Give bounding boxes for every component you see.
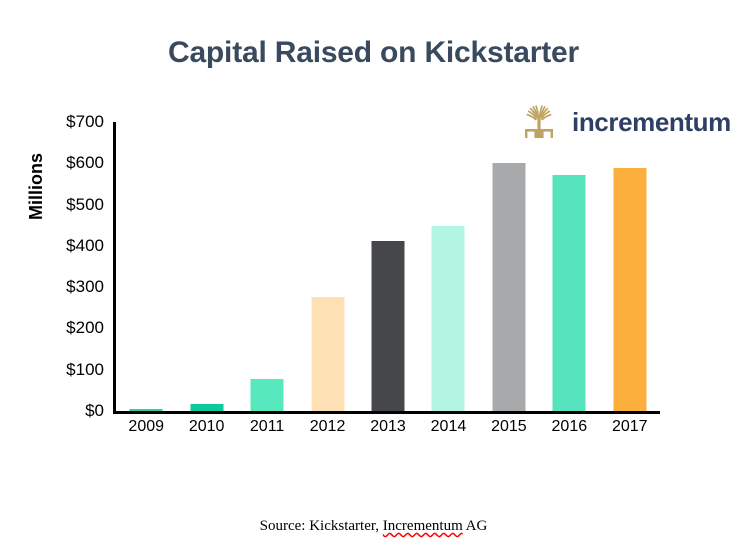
source-suffix: AG bbox=[462, 518, 488, 534]
bar-2016[interactable] bbox=[552, 174, 586, 411]
source-note: Source: Kickstarter, Incrementum AG bbox=[0, 518, 747, 535]
bar-slot-2009 bbox=[116, 122, 176, 411]
x-axis-tick-2017: 2017 bbox=[611, 418, 648, 435]
source-prefix: Source: Kickstarter, bbox=[259, 518, 383, 534]
bar-2015[interactable] bbox=[492, 163, 526, 411]
y-axis-title-label: Millions bbox=[25, 153, 46, 220]
bar-2014[interactable] bbox=[431, 226, 465, 411]
incrementum-logo: incrementum bbox=[517, 100, 731, 144]
logo-wordmark: incrementum bbox=[572, 107, 731, 137]
y-axis-tick-700: $700 bbox=[66, 112, 104, 131]
bar-slot-2015 bbox=[479, 122, 539, 411]
y-axis-tick-600: $600 bbox=[66, 153, 104, 173]
bar-2013[interactable] bbox=[371, 240, 405, 411]
x-axis-tick-2010: 2010 bbox=[188, 418, 225, 435]
bar-2011[interactable] bbox=[250, 379, 284, 411]
bar-2017[interactable] bbox=[613, 168, 647, 411]
y-axis-tick-300: $300 bbox=[66, 277, 104, 297]
bar-slot-2011 bbox=[237, 122, 297, 411]
x-axis-tick-2009: 2009 bbox=[128, 418, 165, 435]
bar-series bbox=[116, 122, 660, 411]
y-axis-tick-500: $500 bbox=[66, 194, 104, 214]
x-axis-tick-2013: 2013 bbox=[370, 418, 406, 435]
x-axis-tick-labels: 2009 2010 2011 2012 2013 2014 2015 2016 2017 bbox=[116, 418, 660, 444]
y-axis-line bbox=[113, 122, 116, 411]
y-axis-tick-200: $200 bbox=[66, 318, 104, 338]
bar-slot-2017 bbox=[600, 122, 660, 411]
y-axis-tick-400: $400 bbox=[66, 235, 104, 255]
x-axis-tick-2012: 2012 bbox=[309, 418, 346, 435]
y-axis-tick-100: $100 bbox=[66, 359, 104, 379]
x-axis-tick-2011: 2011 bbox=[249, 418, 285, 435]
bar-2009[interactable] bbox=[129, 409, 163, 411]
bar-2010[interactable] bbox=[190, 403, 224, 411]
bar-slot-2013 bbox=[358, 122, 418, 411]
x-axis-tick-2014: 2014 bbox=[430, 418, 467, 435]
bar-slot-2014 bbox=[418, 122, 478, 411]
tree-icon bbox=[525, 105, 553, 138]
y-axis-title: Millions bbox=[24, 122, 48, 411]
source-entity: Incrementum bbox=[382, 518, 463, 534]
bar-slot-2012 bbox=[297, 122, 357, 411]
x-axis-tick-2015: 2015 bbox=[491, 418, 527, 435]
y-axis-tick-0: $0 bbox=[85, 401, 104, 420]
bar-slot-2016 bbox=[539, 122, 599, 411]
chart-title: Capital Raised on Kickstarter bbox=[167, 36, 579, 69]
bar-2012[interactable] bbox=[311, 296, 345, 411]
plot-area: $700 $600 $500 $400 $300 $200 $100 $0 bbox=[66, 112, 660, 420]
x-axis-line bbox=[113, 411, 660, 414]
bar-slot-2010 bbox=[176, 122, 236, 411]
x-axis-tick-2016: 2016 bbox=[551, 418, 588, 435]
